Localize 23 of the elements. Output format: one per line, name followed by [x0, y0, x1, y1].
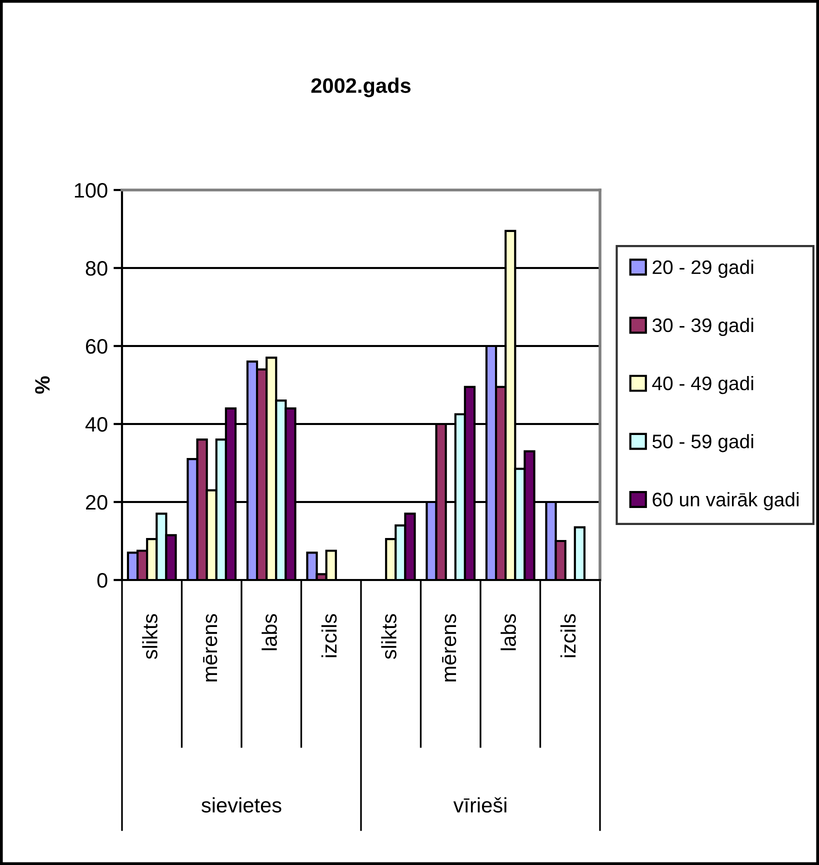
y-axis-title: % — [35, 376, 50, 394]
x-tick-label: slikts — [142, 614, 158, 660]
x-tick-label: izcils — [560, 614, 576, 658]
x-tick-label: mērens — [442, 614, 456, 682]
legend-label: 40 - 49 gadi — [652, 376, 754, 394]
x-tick-label: mērens — [203, 614, 218, 682]
text: vīrieši — [453, 797, 506, 813]
chart-title: 2002.gads — [311, 78, 411, 98]
legend-label: 20 - 29 gadi — [652, 260, 754, 278]
x-tick-label: slikts — [381, 614, 396, 660]
y-tick-label: 60 — [86, 339, 108, 354]
legend-label: 50 - 59 gadi — [652, 434, 754, 452]
legend-label: 30 - 39 gadi — [652, 318, 754, 336]
y-tick-label: 80 — [86, 261, 108, 276]
y-tick-label: 40 — [85, 417, 108, 432]
text: sievietes — [202, 797, 282, 813]
x-tick-label: izcils — [321, 614, 337, 658]
legend-label: 60 un vairāk gadi — [652, 492, 799, 510]
y-tick-label: 0 — [97, 573, 108, 588]
y-tick-label: 100 — [74, 183, 108, 198]
y-tick-label: 20 — [86, 495, 108, 510]
x-tick-label: labs — [262, 614, 277, 650]
x-tick-label: labs — [500, 614, 516, 650]
